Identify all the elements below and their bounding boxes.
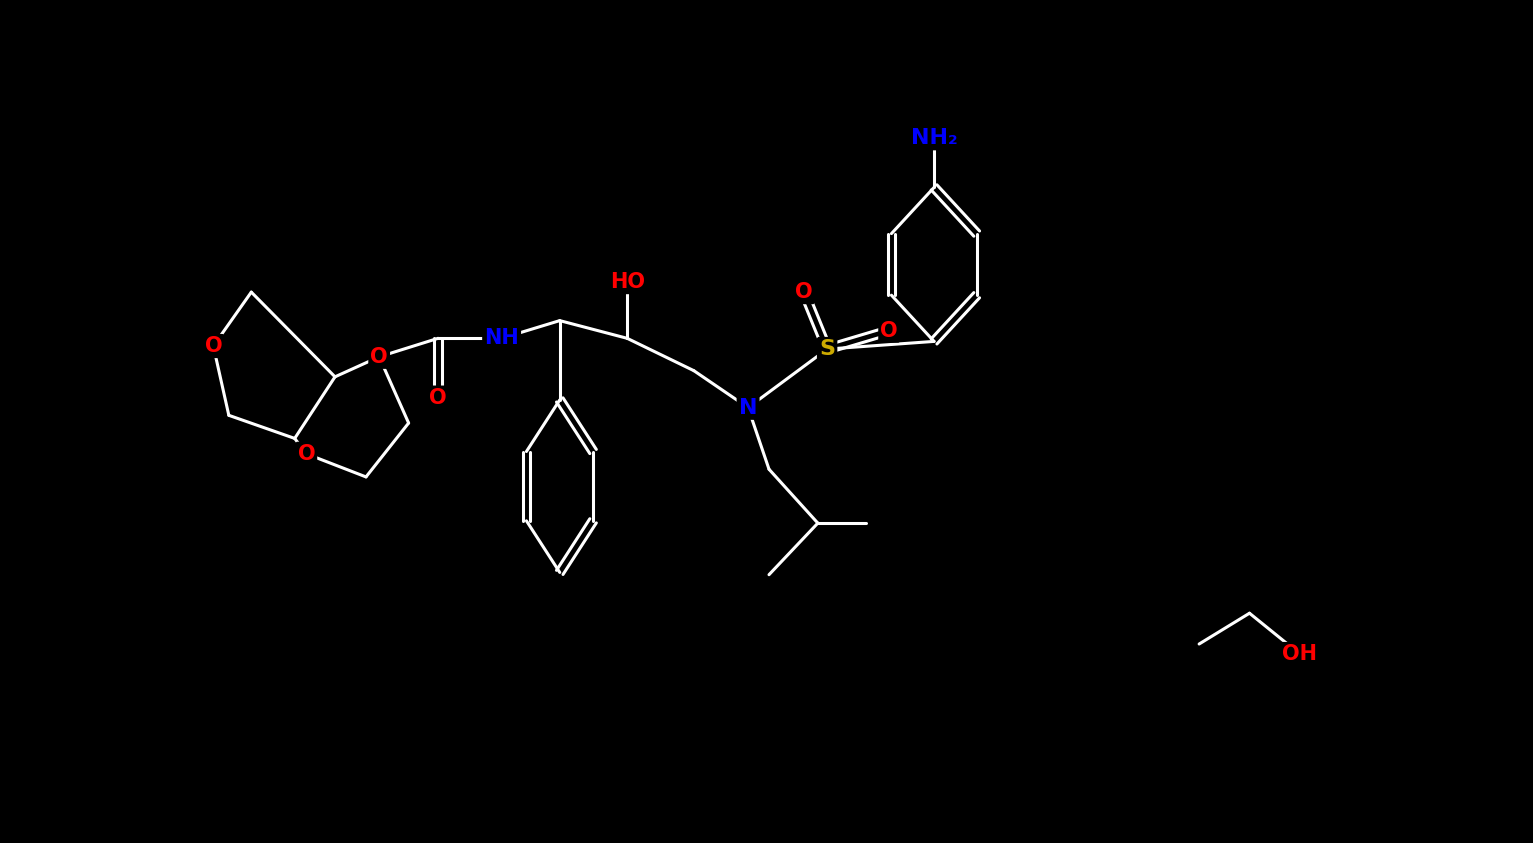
Text: O: O	[297, 443, 316, 464]
Text: O: O	[429, 388, 448, 408]
Text: NH: NH	[484, 328, 520, 348]
Text: O: O	[880, 320, 898, 341]
Text: N: N	[739, 398, 757, 417]
Text: S: S	[819, 339, 835, 359]
Text: O: O	[796, 282, 812, 302]
Text: HO: HO	[610, 272, 645, 293]
Text: O: O	[204, 336, 222, 356]
Text: NH₂: NH₂	[911, 128, 958, 148]
Text: OH: OH	[1283, 644, 1317, 664]
Text: O: O	[371, 346, 388, 367]
